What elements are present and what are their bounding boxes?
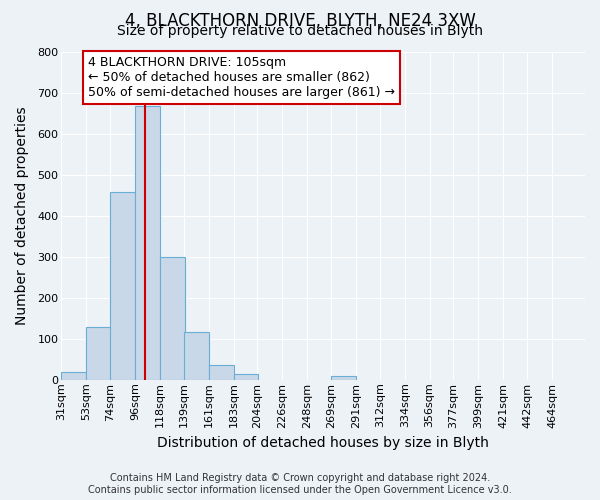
Text: 4, BLACKTHORN DRIVE, BLYTH, NE24 3XW: 4, BLACKTHORN DRIVE, BLYTH, NE24 3XW [125, 12, 475, 30]
Bar [160, 256, 185, 380]
Bar [233, 374, 259, 380]
Text: Contains HM Land Registry data © Crown copyright and database right 2024.
Contai: Contains HM Land Registry data © Crown c… [88, 474, 512, 495]
Bar [110, 192, 135, 380]
Y-axis label: Number of detached properties: Number of detached properties [15, 106, 29, 325]
Bar [184, 332, 209, 380]
Bar [61, 372, 86, 380]
Bar [209, 366, 233, 380]
Bar [135, 106, 160, 380]
Text: 4 BLACKTHORN DRIVE: 105sqm
← 50% of detached houses are smaller (862)
50% of sem: 4 BLACKTHORN DRIVE: 105sqm ← 50% of deta… [88, 56, 395, 98]
Text: Size of property relative to detached houses in Blyth: Size of property relative to detached ho… [117, 24, 483, 38]
Bar [331, 376, 356, 380]
X-axis label: Distribution of detached houses by size in Blyth: Distribution of detached houses by size … [157, 436, 489, 450]
Bar [86, 327, 111, 380]
